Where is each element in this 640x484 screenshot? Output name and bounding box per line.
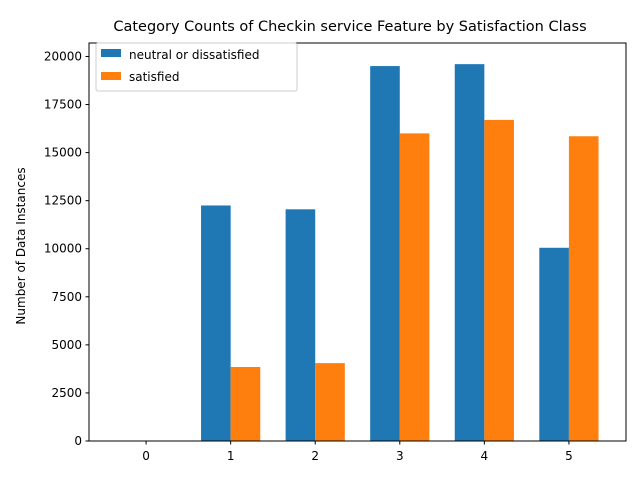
x-tick-label: 5 [565, 449, 573, 463]
plot-frame [88, 42, 627, 442]
y-axis: 0 2500 5000 7500 10000 12500 15000 17500 20000 [44, 49, 89, 448]
x-tick-label: 4 [481, 449, 489, 463]
bar-neutral-5 [539, 247, 569, 441]
bar-satisfied-4 [484, 119, 514, 441]
legend: neutral or dissatisfied satisfied [95, 42, 298, 92]
bar-satisfied-5 [568, 136, 599, 441]
legend-swatch-neutral [101, 49, 121, 57]
x-tick-label: 3 [396, 449, 404, 463]
y-tick-label: 15000 [44, 146, 82, 160]
legend-label-neutral: neutral or dissatisfied [129, 48, 259, 62]
bar-satisfied-3 [399, 133, 430, 441]
bar-neutral-4 [454, 64, 485, 442]
bar-neutral-2 [285, 209, 316, 441]
legend-swatch-satisfied [101, 72, 121, 80]
y-tick-label: 0 [74, 434, 82, 448]
y-tick-label: 10000 [44, 242, 82, 256]
bar-neutral-1 [201, 205, 231, 441]
y-tick-label: 12500 [44, 194, 82, 208]
legend-label-satisfied: satisfied [129, 70, 179, 84]
bars-layer [201, 64, 599, 442]
legend-box [95, 42, 298, 92]
x-axis: 0 1 2 3 4 5 [142, 441, 573, 463]
x-tick-label: 2 [311, 449, 319, 463]
bar-neutral-3 [370, 66, 400, 441]
y-tick-label: 20000 [44, 49, 82, 63]
y-tick-label: 7500 [51, 290, 82, 304]
y-tick-label: 5000 [51, 338, 82, 352]
x-tick-label: 0 [142, 449, 150, 463]
y-axis-label: Number of Data Instances [14, 167, 28, 324]
bar-satisfied-2 [315, 363, 345, 441]
chart-title: Category Counts of Checkin service Featu… [113, 19, 586, 35]
x-tick-label: 1 [227, 449, 235, 463]
bar-satisfied-1 [230, 366, 261, 441]
y-tick-label: 2500 [51, 386, 82, 400]
y-tick-label: 17500 [44, 98, 82, 112]
